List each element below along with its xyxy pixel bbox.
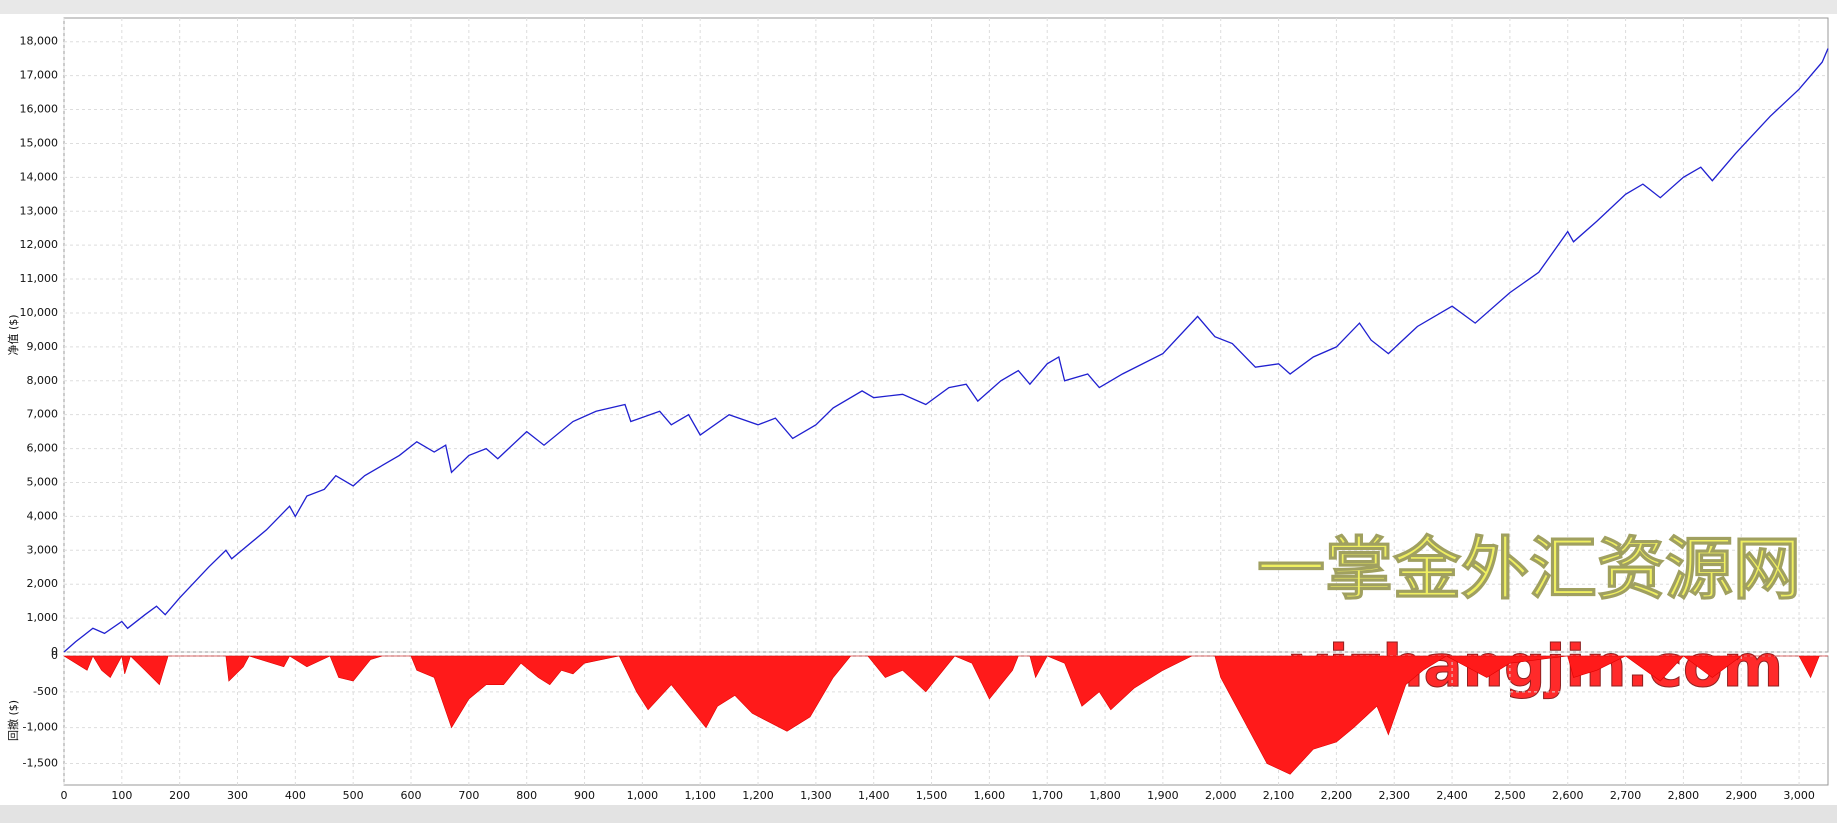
x-tick-label: 0 <box>61 789 68 802</box>
x-tick-label: 300 <box>227 789 248 802</box>
x-tick-label: 200 <box>169 789 190 802</box>
y-tick-label: -500 <box>33 685 58 698</box>
x-tick-label: 1,000 <box>627 789 659 802</box>
y-tick-label: 15,000 <box>20 136 59 149</box>
y-tick-label: 9,000 <box>27 340 59 353</box>
y-tick-label: 3,000 <box>27 543 59 556</box>
watermark: 一掌金外汇资源网 <box>1257 531 1801 610</box>
y-tick-label: 18,000 <box>20 35 59 48</box>
x-tick-label: 800 <box>516 789 537 802</box>
x-tick-label: 400 <box>285 789 306 802</box>
y-axis-label: 回撤 ($) <box>6 700 20 741</box>
layer: 0 1,000 2,000 3,000 4,000 5,000 6,000 7,000 8,00… <box>6 18 1829 802</box>
x-tick-label: 1,600 <box>974 789 1006 802</box>
plot-area <box>63 17 1829 653</box>
x-tick-label: 1,500 <box>916 789 948 802</box>
y-tick-label: -1,500 <box>23 757 58 770</box>
x-tick-label: 1,200 <box>742 789 774 802</box>
x-tick-label: 2,300 <box>1378 789 1410 802</box>
toolbar <box>0 0 1837 14</box>
x-tick-label: 1,400 <box>858 789 890 802</box>
y-tick-label: 5,000 <box>27 475 59 488</box>
y-tick-label: 7,000 <box>27 408 59 421</box>
y-tick-label: 12,000 <box>20 238 59 251</box>
status-bar <box>0 805 1837 823</box>
x-tick-label: 700 <box>458 789 479 802</box>
x-tick-label: 1,100 <box>684 789 716 802</box>
equity-line <box>63 48 1829 653</box>
x-tick-label: 2,100 <box>1263 789 1295 802</box>
x-tick-label: 2,600 <box>1552 789 1584 802</box>
x-tick-label: 100 <box>111 789 132 802</box>
x-tick-label: 2,900 <box>1725 789 1757 802</box>
x-tick-label: 900 <box>574 789 595 802</box>
x-tick-label: 2,700 <box>1610 789 1642 802</box>
y-tick-label: 17,000 <box>20 69 59 82</box>
y-tick-label: 14,000 <box>20 170 59 183</box>
y-tick-label: 10,000 <box>20 306 59 319</box>
x-tick-label: 3,000 <box>1783 789 1815 802</box>
x-tick-label: 2,500 <box>1494 789 1526 802</box>
x-tick-label: 1,900 <box>1147 789 1179 802</box>
x-tick-label: 500 <box>343 789 364 802</box>
y-tick-label: 11,000 <box>20 272 59 285</box>
x-tick-label: 1,700 <box>1031 789 1063 802</box>
y-tick-label: 13,000 <box>20 204 59 217</box>
x-tick-label: 2,000 <box>1205 789 1237 802</box>
drawdown-area <box>62 655 1828 775</box>
x-tick-label: 2,200 <box>1321 789 1353 802</box>
x-tick-label: 1,800 <box>1089 789 1121 802</box>
y-tick-label: 2,000 <box>27 577 59 590</box>
y-tick-label: 4,000 <box>27 509 59 522</box>
y-tick-label: -1,000 <box>23 721 58 734</box>
x-tick-label: 2,800 <box>1668 789 1700 802</box>
y-tick-label: 6,000 <box>27 442 59 455</box>
y-tick-label: 0 <box>51 649 58 662</box>
y-axis-label: 净值 ($) <box>6 314 20 355</box>
y-tick-label: 16,000 <box>20 103 59 116</box>
x-tick-label: 1,300 <box>800 789 832 802</box>
y-tick-label: 8,000 <box>27 374 59 387</box>
y-tick-label: 0 <box>51 645 58 658</box>
x-tick-label: 2,400 <box>1436 789 1468 802</box>
y-tick-label: 1,000 <box>27 611 59 624</box>
x-tick-label: 600 <box>401 789 422 802</box>
